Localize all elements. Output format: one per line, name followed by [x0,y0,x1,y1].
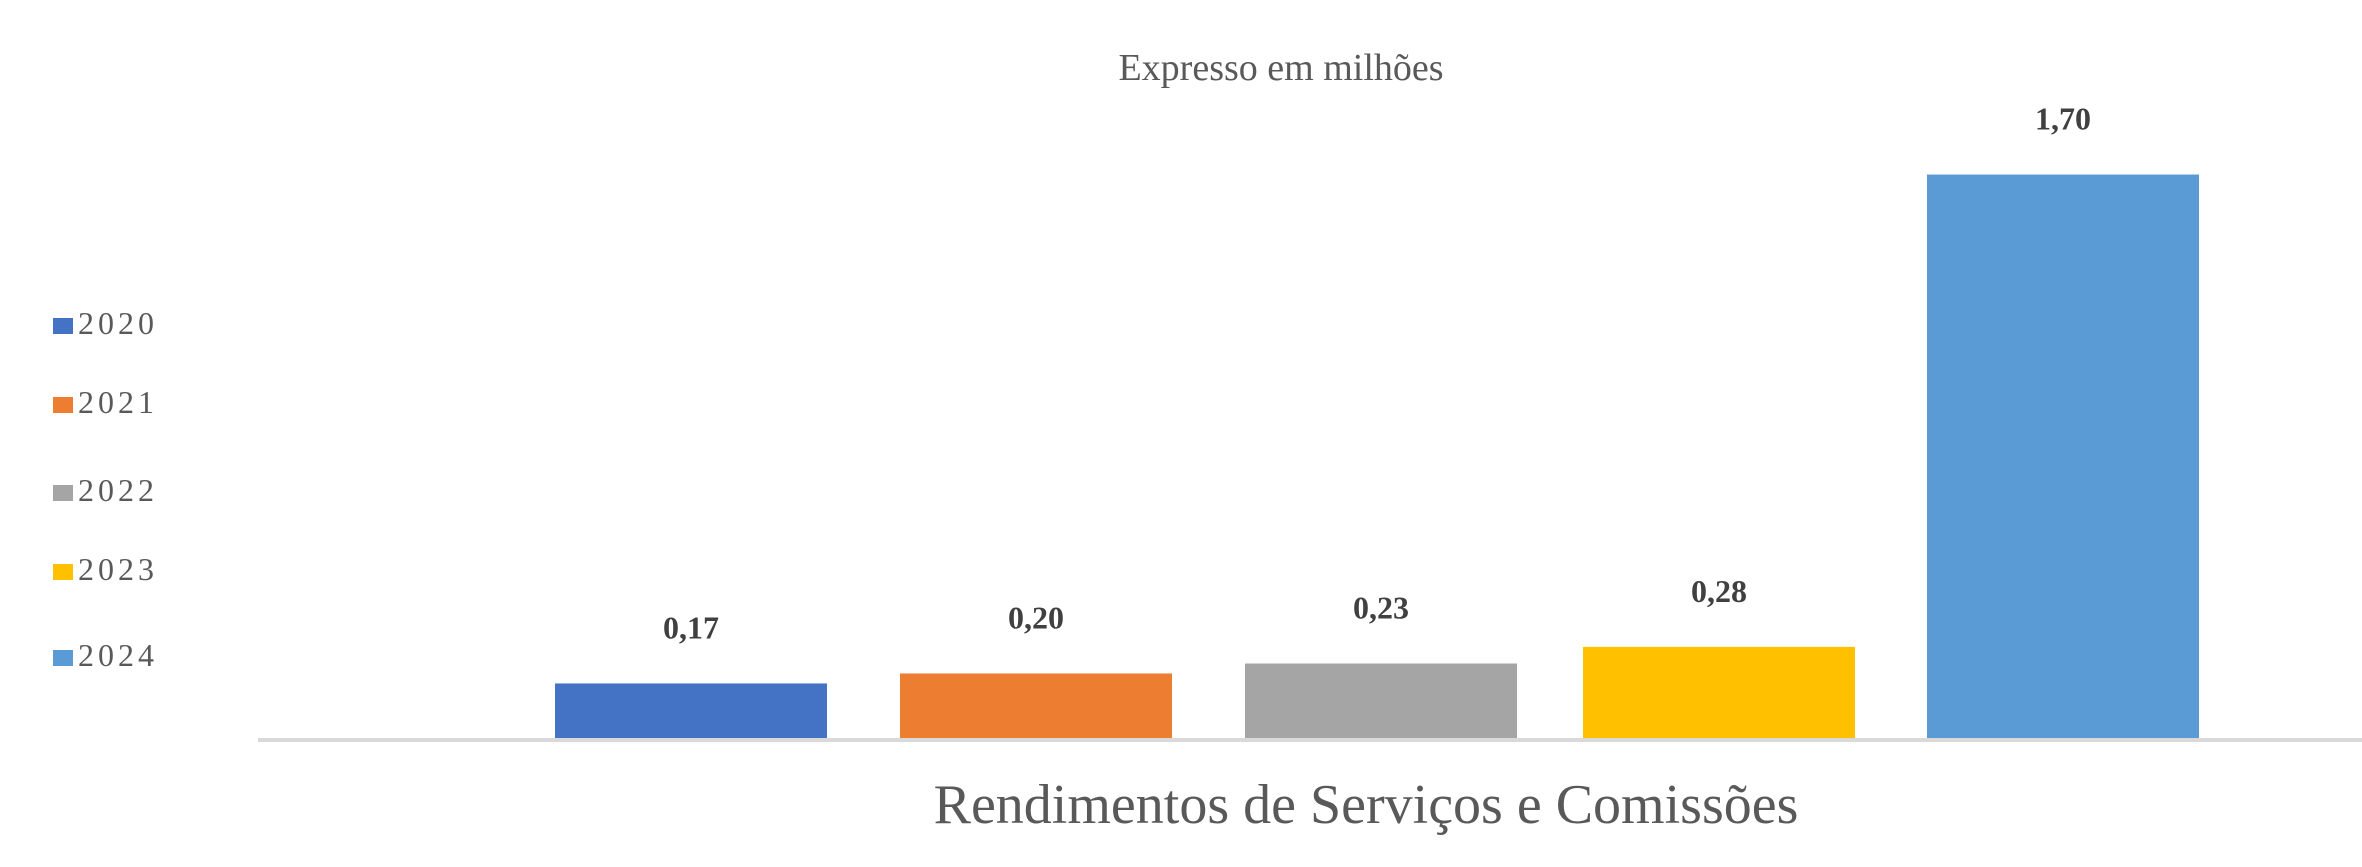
bar-2022 [1245,663,1517,740]
x-axis-label: Rendimentos de Serviços e Comissões [934,774,1799,836]
data-label-2021: 0,20 [1008,599,1064,635]
legend-label-2022: 2022 [78,472,158,508]
data-label-2024: 1,70 [2035,101,2091,137]
data-label-2022: 0,23 [1353,589,1409,625]
bars: 0,17 0,20 0,23 0,28 1,70 [555,101,2199,741]
legend-swatch-2023 [53,564,73,580]
data-label-2020: 0,17 [663,609,719,645]
legend-swatch-2024 [53,650,73,666]
bar-2021 [900,673,1172,740]
bar-2024 [1927,174,2199,741]
legend-swatch-2022 [53,485,73,501]
legend-label-2020: 2020 [78,305,158,341]
legend-swatch-2021 [53,397,73,413]
bar-2023 [1583,646,1855,740]
data-label-2023: 0,28 [1691,573,1747,609]
legend-label-2023: 2023 [78,551,158,587]
chart-subtitle: Expresso em milhões [1118,47,1443,89]
legend-item-2021: 2021 [53,384,158,420]
legend-label-2024: 2024 [78,637,158,673]
legend-item-2022: 2022 [53,472,158,508]
bar-2020 [555,683,827,740]
legend-item-2020: 2020 [53,305,158,341]
legend-item-2023: 2023 [53,551,158,587]
legend-swatch-2020 [53,318,73,334]
legend: 2020 2021 2022 2023 2024 [53,305,158,673]
legend-label-2021: 2021 [78,384,158,420]
legend-item-2024: 2024 [53,637,158,673]
